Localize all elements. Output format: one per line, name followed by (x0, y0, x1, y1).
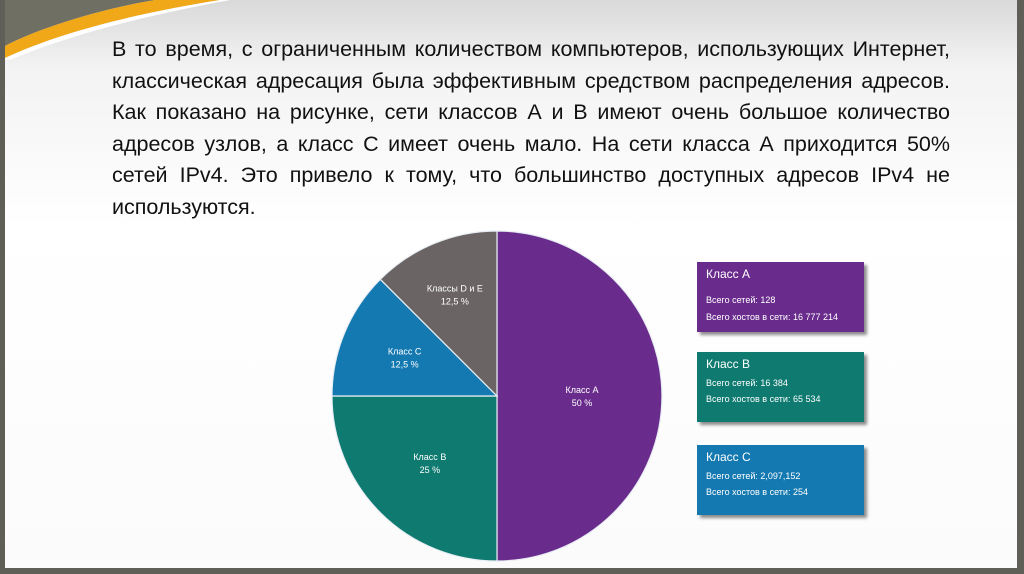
class-info-box: Класс A Всего сетей: 128 Всего хостов в … (697, 262, 864, 332)
slice-value-label: 12,5 % (391, 360, 419, 370)
class-info-box: Класс C Всего сетей: 2,097,152 Всего хос… (697, 445, 864, 515)
slice-value-label: 50 % (572, 398, 593, 408)
pie-slice (379, 230, 498, 398)
pie-slice (331, 278, 499, 397)
slice-value-label: 12,5 % (441, 296, 469, 306)
hosts-count: Всего хостов в сети: 65 534 (706, 394, 821, 404)
class-title: Класс A (706, 267, 751, 281)
slide: В то время, с ограниченным количеством к… (5, 0, 1017, 568)
orange-swoosh-decoration (5, 0, 230, 60)
pie-slice (496, 230, 663, 562)
body-paragraph: В то время, с ограниченным количеством к… (112, 37, 950, 219)
networks-count: Всего сетей: 16 384 (706, 378, 788, 388)
slice-label: Классы D и E (427, 283, 483, 293)
pie-chart: Класс A 50 % Класс B 25 % Класс C 12,5 % Класс… (331, 230, 663, 562)
networks-count: Всего сетей: 128 (706, 295, 776, 305)
pie-slice (331, 395, 498, 562)
class-title: Класс C (706, 450, 751, 464)
networks-count: Всего сетей: 2,097,152 (706, 471, 801, 481)
slice-label: Класс C (388, 347, 422, 357)
slice-value-label: 25 % (420, 465, 441, 475)
slice-label: Класс B (413, 452, 446, 462)
slice-label: Класс A (565, 385, 598, 395)
hosts-count: Всего хостов в сети: 16 777 214 (706, 312, 838, 322)
class-title: Класс B (706, 357, 751, 371)
hosts-count: Всего хостов в сети: 254 (706, 487, 808, 497)
class-info-box: Класс B Всего сетей: 16 384 Всего хостов… (697, 352, 864, 422)
